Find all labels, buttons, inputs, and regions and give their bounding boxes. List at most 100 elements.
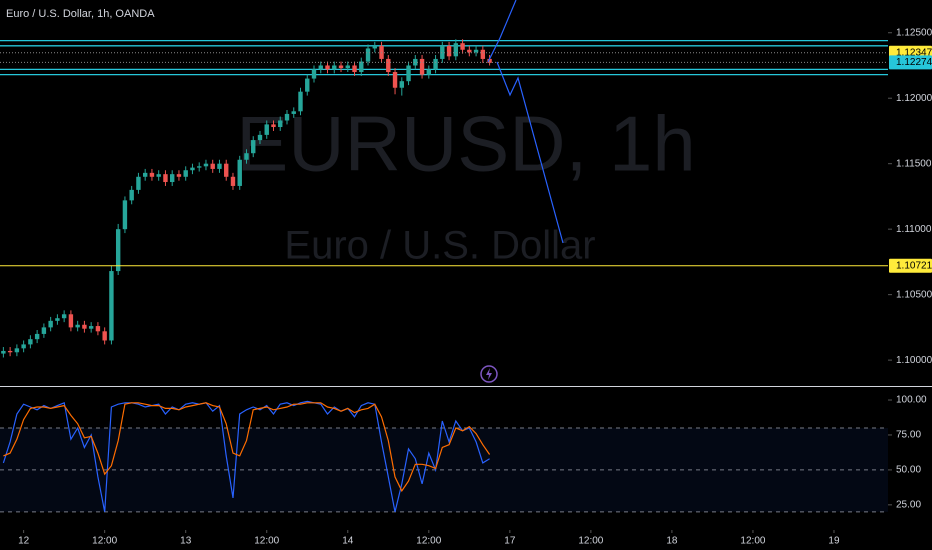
x-tick-label: 18 bbox=[666, 536, 678, 547]
y-tick-label: 1.12000 bbox=[896, 93, 932, 104]
y-tick-label: 100.00 bbox=[896, 395, 927, 406]
candle-body bbox=[386, 58, 391, 73]
candle-body bbox=[392, 72, 398, 88]
candle-body bbox=[75, 324, 80, 328]
candle-body bbox=[305, 78, 310, 92]
candle-body bbox=[163, 174, 168, 183]
candle-body bbox=[224, 163, 229, 177]
candle-body bbox=[48, 320, 53, 328]
candle-body bbox=[237, 159, 242, 186]
candle-body bbox=[352, 65, 357, 73]
candle-body bbox=[338, 65, 344, 69]
x-tick-label: 12:00 bbox=[416, 536, 441, 547]
candle-body bbox=[264, 124, 269, 135]
candle-body bbox=[284, 113, 290, 121]
candle-body bbox=[129, 189, 134, 201]
price-label-box bbox=[889, 55, 932, 70]
candle-body bbox=[1, 350, 6, 354]
candle-body bbox=[14, 348, 20, 353]
candle-body bbox=[345, 65, 350, 69]
candle-body bbox=[271, 124, 276, 128]
x-tick-label: 12:00 bbox=[92, 536, 117, 547]
candle-body bbox=[95, 326, 101, 332]
candle-body bbox=[244, 153, 249, 160]
drawing-line bbox=[487, 0, 517, 63]
candle-body bbox=[34, 333, 40, 340]
chart-title: Euro / U.S. Dollar, 1h, OANDA bbox=[6, 8, 155, 20]
candle-body bbox=[183, 170, 188, 177]
oscillator-pane: 100.00 75.00 50.00 25.00 12 12:00 13 12:00 14 12:… bbox=[0, 395, 927, 547]
x-tick-label: 12 bbox=[18, 536, 30, 547]
candle-body bbox=[413, 58, 418, 66]
price-label-box bbox=[889, 258, 932, 273]
watermark-subtitle: Euro / U.S. Dollar bbox=[284, 224, 595, 268]
candle-body bbox=[365, 48, 371, 62]
candle-body bbox=[426, 69, 432, 75]
oscillator-line bbox=[3, 402, 491, 493]
candle-body bbox=[21, 344, 26, 349]
candle-body bbox=[433, 58, 438, 70]
candle-body bbox=[82, 324, 87, 329]
x-tick-label: 19 bbox=[828, 536, 840, 547]
candle-body bbox=[257, 134, 263, 141]
candle-body bbox=[203, 163, 209, 167]
candle-body bbox=[359, 61, 364, 73]
y-tick-label: 1.10500 bbox=[896, 289, 932, 300]
candle-body bbox=[68, 314, 74, 328]
candle-body bbox=[190, 167, 195, 171]
event-icon-bolt bbox=[486, 368, 492, 380]
candle-body bbox=[298, 91, 303, 112]
candle-body bbox=[372, 45, 377, 49]
candle-body bbox=[28, 339, 33, 345]
candle-body bbox=[467, 49, 472, 53]
candle-body bbox=[142, 172, 148, 177]
candle-body bbox=[102, 331, 107, 341]
candle-body bbox=[460, 43, 465, 50]
event-icon[interactable] bbox=[480, 365, 498, 383]
candle-body bbox=[169, 174, 175, 183]
candle-body bbox=[487, 58, 492, 63]
x-tick-label: 14 bbox=[342, 536, 354, 547]
candle-body bbox=[440, 45, 445, 59]
watermark: EURUSD, 1h bbox=[236, 100, 695, 188]
candle-body bbox=[136, 176, 141, 190]
oscillator-line bbox=[2, 400, 490, 512]
price-label: 1.12347 bbox=[896, 47, 932, 58]
y-tick-label: 1.10000 bbox=[896, 355, 932, 366]
candle-body bbox=[406, 65, 411, 82]
y-tick-label: 50.00 bbox=[896, 465, 921, 476]
candle-body bbox=[55, 318, 60, 321]
candle-body bbox=[399, 81, 404, 88]
y-tick-label: 1.11500 bbox=[896, 158, 932, 169]
candle-body bbox=[230, 176, 236, 186]
candle-body bbox=[446, 45, 452, 57]
candle-body bbox=[217, 163, 222, 169]
y-tick-label: 1.11000 bbox=[896, 224, 932, 235]
y-tick-label: 25.00 bbox=[896, 499, 921, 510]
candle-body bbox=[325, 65, 330, 70]
candle-body bbox=[453, 43, 459, 57]
candle-body bbox=[109, 271, 114, 341]
candle-body bbox=[332, 65, 337, 70]
y-tick-label: 1.12500 bbox=[896, 27, 932, 38]
x-tick-label: 13 bbox=[180, 536, 192, 547]
candle-body bbox=[156, 174, 161, 177]
candle-body bbox=[115, 229, 121, 272]
candle-body bbox=[291, 111, 296, 114]
candle-body bbox=[251, 140, 256, 154]
candle-body bbox=[7, 350, 13, 353]
x-tick-label: 12:00 bbox=[578, 536, 603, 547]
x-tick-label: 12:00 bbox=[740, 536, 765, 547]
price-label: 1.12274 bbox=[896, 57, 932, 68]
candle-body bbox=[419, 58, 425, 75]
y-tick-label: 75.00 bbox=[896, 430, 921, 441]
candle-body bbox=[480, 49, 486, 59]
drawing-line bbox=[496, 61, 564, 244]
candle-body bbox=[278, 120, 283, 128]
candle-body bbox=[41, 327, 47, 334]
candle-body bbox=[318, 65, 323, 70]
candle-body bbox=[473, 49, 479, 53]
candle-body bbox=[122, 200, 128, 230]
x-tick-label: 17 bbox=[504, 536, 516, 547]
